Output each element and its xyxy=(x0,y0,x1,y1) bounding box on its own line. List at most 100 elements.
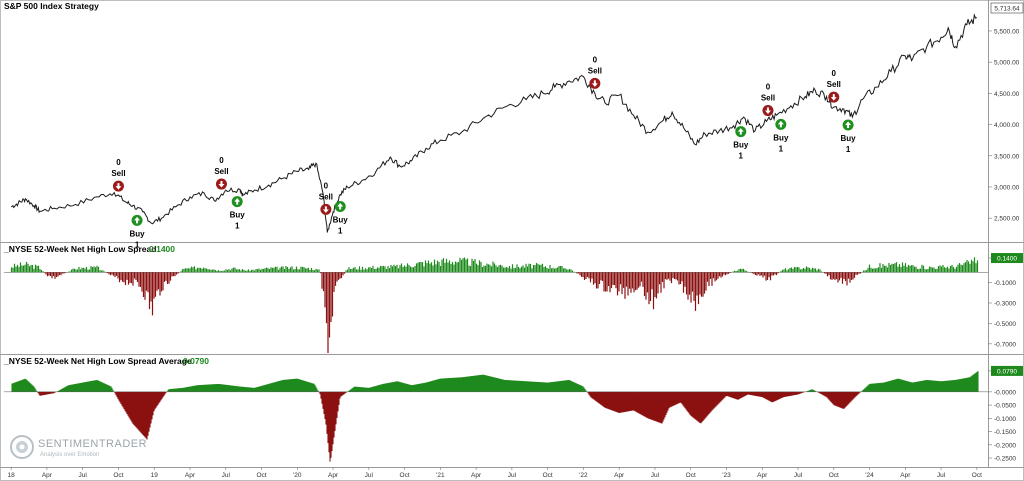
x-tick-label: '23 xyxy=(722,472,731,479)
y-tick-label: 4,000.00 xyxy=(994,122,1020,129)
x-tick-label: '22 xyxy=(579,472,588,479)
signal-label: Buy xyxy=(773,133,789,142)
y-tick-label: -0.0500 xyxy=(994,403,1016,410)
sell-signal: Sell 0 xyxy=(319,181,333,215)
x-tick-label: Apr xyxy=(42,472,53,479)
buy-signal: Buy 1 xyxy=(773,118,789,153)
x-tick-label: Oct xyxy=(543,472,553,479)
current-value-badge xyxy=(991,365,1023,376)
y-tick-label: 3,000.00 xyxy=(994,184,1020,191)
x-tick-label: Jul xyxy=(365,472,374,479)
signal-label: Sell xyxy=(214,167,228,176)
up-arrow-icon xyxy=(777,120,784,128)
current-value-badge xyxy=(991,253,1023,264)
signal-value: 1 xyxy=(739,152,744,161)
signal-value: 1 xyxy=(135,240,140,249)
y-tick-label: -0.1000 xyxy=(994,280,1016,287)
signal-label: Sell xyxy=(111,169,125,178)
down-arrow-icon xyxy=(591,80,598,87)
y-tick-label: 3,500.00 xyxy=(994,153,1020,160)
spread-y-axis: 0.1400 -0.1000 -0.3000 -0.5000 -0.7000 xyxy=(988,253,1023,348)
x-tick-label: '21 xyxy=(436,472,445,479)
up-arrow-icon xyxy=(845,121,852,129)
signal-label: Buy xyxy=(841,134,857,143)
x-tick-label: Apr xyxy=(471,472,482,479)
spread-current-value: 0.1400 xyxy=(149,244,175,254)
y-tick-label: 5,500.00 xyxy=(994,28,1020,35)
watermark-tagline: Analysis over Emotion xyxy=(40,452,99,458)
buy-signal: Buy 1 xyxy=(841,119,857,154)
down-arrow-icon xyxy=(322,206,329,213)
signal-value: 0 xyxy=(116,158,121,167)
signal-label: Buy xyxy=(733,141,749,150)
sell-signal: Sell 0 xyxy=(588,55,602,89)
y-tick-label: 0.0790 xyxy=(997,368,1017,375)
spread-title: _NYSE 52-Week Net High Low Spread 0.1400 xyxy=(3,244,175,254)
y-tick-label: -0.7000 xyxy=(994,341,1016,348)
signal-value: 0 xyxy=(766,83,771,92)
watermark-brand: SENTIMENTRADER xyxy=(38,438,147,450)
date-x-axis: 18 Apr Jul Oct 19 Apr Jul Oct '20 Apr Jul Oct '21 Apr… xyxy=(8,467,982,479)
x-tick-label: Oct xyxy=(972,472,982,479)
sentimentrader-watermark: SENTIMENTRADER Analysis over Emotion xyxy=(10,435,147,459)
x-tick-label: Oct xyxy=(400,472,410,479)
down-arrow-icon xyxy=(764,107,771,115)
average-title: _NYSE 52-Week Net High Low Spread Averag… xyxy=(3,356,209,366)
x-tick-label: '24 xyxy=(865,472,874,479)
x-tick-label: Jul xyxy=(937,472,946,479)
up-arrow-icon xyxy=(134,216,141,224)
signal-value: 0 xyxy=(324,181,329,190)
signal-value: 0 xyxy=(832,69,837,78)
y-tick-label: 4,500.00 xyxy=(994,91,1020,98)
signal-value: 1 xyxy=(779,144,784,153)
buy-signal: Buy 1 xyxy=(129,214,145,249)
trade-signals: Sell 0 Buy 1 Sell 0 Buy 1 Sell 0 Buy 1 Sell 0 Buy 1 Sell… xyxy=(111,55,856,249)
price-chart-title: S&P 500 Index Strategy xyxy=(4,1,99,11)
y-tick-label: -0.1000 xyxy=(994,416,1016,423)
up-arrow-icon xyxy=(737,128,744,135)
y-tick-label: -0.5000 xyxy=(994,321,1016,328)
sell-signal: Sell 0 xyxy=(827,69,841,103)
y-tick-label: 2,500.00 xyxy=(994,216,1020,223)
x-tick-label: 19 xyxy=(151,472,159,479)
x-tick-label: Apr xyxy=(900,472,911,479)
x-tick-label: 18 xyxy=(8,472,16,479)
up-arrow-icon xyxy=(337,202,344,210)
y-tick-label: 5,000.00 xyxy=(994,60,1020,67)
signal-value: 1 xyxy=(338,226,343,235)
x-tick-label: Apr xyxy=(185,472,196,479)
signal-label: Buy xyxy=(129,229,145,238)
average-panel: 0.0790 -0.0000 -0.0500 -0.1000 -0.1500 -0.200… xyxy=(3,356,1023,463)
signal-label: Buy xyxy=(230,211,246,220)
y-tick-label: 0.1400 xyxy=(997,256,1017,263)
x-tick-label: Jul xyxy=(794,472,803,479)
price-last-value: 5,713.64 xyxy=(994,6,1020,13)
down-arrow-icon xyxy=(830,94,837,101)
signal-label: Buy xyxy=(333,215,349,224)
average-chart-title: _NYSE 52-Week Net High Low Spread Averag… xyxy=(3,356,192,366)
y-tick-label: -0.2500 xyxy=(994,456,1016,463)
signal-value: 1 xyxy=(846,145,851,154)
price-last-badge: 5,713.64 xyxy=(990,2,1024,14)
average-current-value: 0.0790 xyxy=(183,356,209,366)
average-area xyxy=(4,371,988,462)
buy-signal: Buy 1 xyxy=(230,196,246,231)
down-arrow-icon xyxy=(218,181,225,188)
sell-signal: Sell 0 xyxy=(214,156,229,190)
x-tick-label: Jul xyxy=(79,472,88,479)
x-tick-label: Oct xyxy=(829,472,839,479)
x-tick-label: '20 xyxy=(293,472,302,479)
signal-label: Sell xyxy=(827,80,841,89)
up-arrow-icon xyxy=(234,198,241,205)
price-panel: 2,500.00 3,000.00 3,500.00 4,000.00 4,500.00… xyxy=(4,1,1024,249)
x-tick-label: Jul xyxy=(651,472,660,479)
x-tick-label: Oct xyxy=(686,472,696,479)
y-tick-label: -0.2000 xyxy=(994,442,1016,449)
signal-value: 1 xyxy=(235,222,240,231)
spread-bars xyxy=(4,257,988,353)
buy-signal: Buy 1 xyxy=(333,200,349,235)
price-y-axis: 2,500.00 3,000.00 3,500.00 4,000.00 4,500.00… xyxy=(988,28,1020,223)
signal-label: Sell xyxy=(761,94,775,103)
x-tick-label: Oct xyxy=(256,472,266,479)
